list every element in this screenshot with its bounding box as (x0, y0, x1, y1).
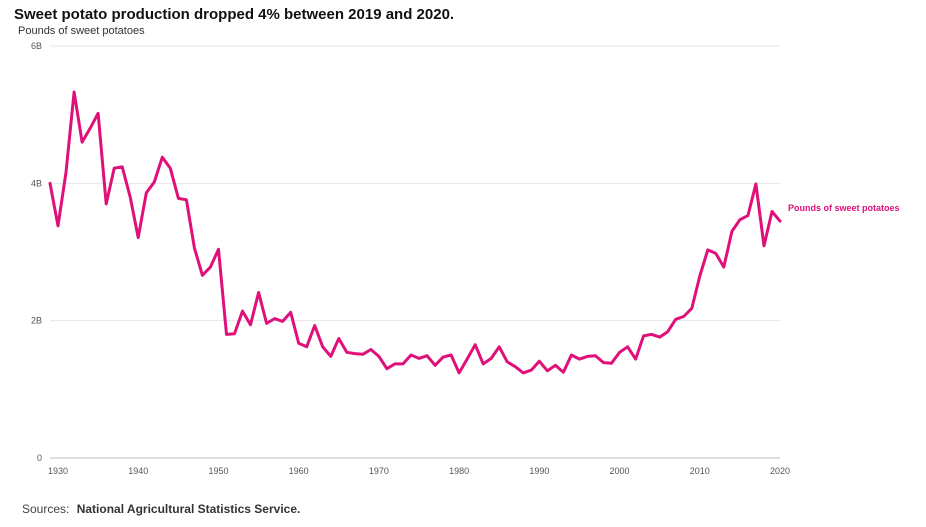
y-tick-label: 6B (31, 41, 42, 51)
y-axis-ticks: 0 2B 4B 6B (31, 41, 42, 463)
y-axis-label: Pounds of sweet potatoes (18, 25, 145, 37)
y-tick-label: 4B (31, 178, 42, 188)
x-tick-label: 2020 (770, 466, 790, 476)
x-tick-label: 1930 (48, 466, 68, 476)
grid-lines (50, 45, 780, 459)
y-tick-label: 0 (37, 453, 42, 463)
series-label: Pounds of sweet potatoes (788, 203, 900, 213)
series-layer: Pounds of sweet potatoes (48, 90, 900, 375)
source-note: Sources: National Agricultural Statistic… (22, 502, 300, 516)
x-tick-label: 2000 (610, 466, 630, 476)
source-value: National Agricultural Statistics Service… (76, 502, 301, 516)
x-tick-label: 1960 (289, 466, 309, 476)
x-tick-label: 1940 (128, 466, 148, 476)
y-tick-label: 2B (31, 316, 42, 326)
x-tick-label: 1950 (208, 466, 228, 476)
x-axis-ticks: 1930 1940 1950 1960 1970 1980 1990 2000 2010 2020 (48, 466, 790, 476)
x-tick-label: 1980 (449, 466, 469, 476)
x-tick-label: 1990 (529, 466, 549, 476)
x-tick-label: 1970 (369, 466, 389, 476)
x-tick-label: 2010 (690, 466, 710, 476)
source-label: Sources: (22, 502, 70, 516)
series-line (48, 90, 782, 375)
chart-title: Sweet potato production dropped 4% betwe… (14, 6, 455, 23)
